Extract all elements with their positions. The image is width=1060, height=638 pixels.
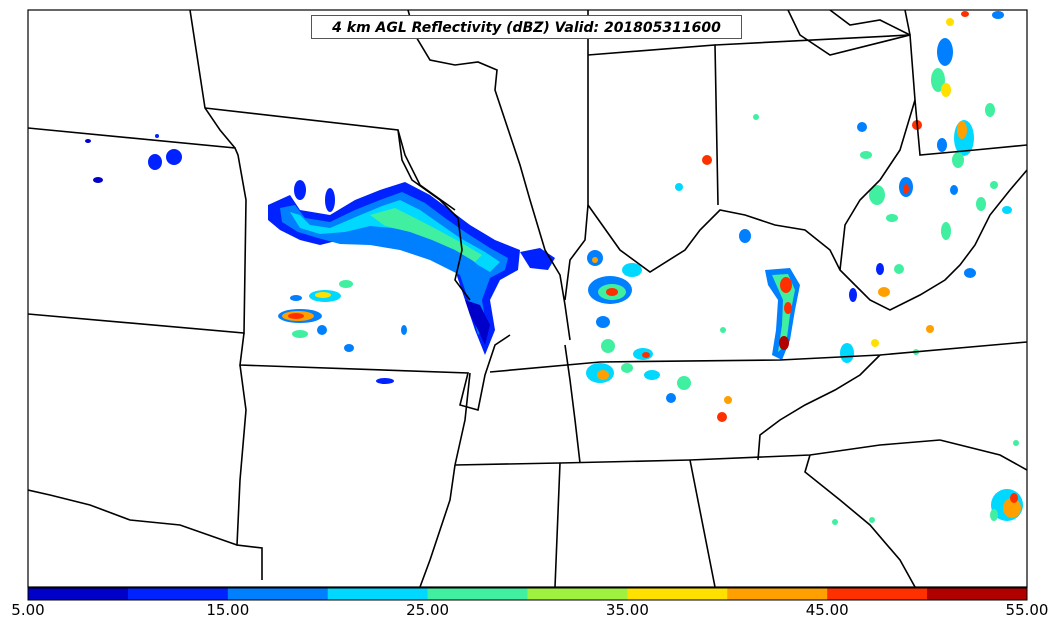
echo-plains-band — [85, 134, 555, 355]
map-title: 4 km AGL Reflectivity (dBZ) Valid: 20180… — [311, 15, 742, 39]
colorbar-segment — [627, 588, 728, 600]
map-frame — [27, 9, 1028, 588]
echo-southern-plains-cells — [278, 280, 407, 384]
colorbar-tick-label: 25.00 — [406, 601, 450, 619]
colorbar-segment — [427, 588, 528, 600]
colorbar-segment — [327, 588, 429, 600]
colorbar-segment — [727, 588, 828, 600]
echo-appalachian-line — [765, 122, 934, 363]
echo-ohio-valley-cells — [586, 114, 759, 422]
colorbar-tick-label: 15.00 — [206, 601, 250, 619]
colorbar-tick-label: 45.00 — [805, 601, 849, 619]
colorbar-segment — [827, 588, 928, 600]
colorbar-segment — [28, 588, 129, 600]
colorbar-segment — [927, 588, 1028, 600]
state-boundaries — [28, 10, 1027, 587]
colorbar-frame — [27, 587, 1028, 601]
colorbar-tick-label: 35.00 — [605, 601, 649, 619]
colorbar-segment — [527, 588, 628, 600]
radar-echoes — [85, 11, 1023, 525]
colorbar-segment — [127, 588, 229, 600]
colorbar-tick-label: 55.00 — [1005, 601, 1049, 619]
colorbar-tick-label: 5.00 — [11, 601, 45, 619]
echo-northeast-cells — [832, 11, 1023, 525]
colorbar — [27, 587, 1028, 601]
colorbar-segment — [227, 588, 329, 600]
